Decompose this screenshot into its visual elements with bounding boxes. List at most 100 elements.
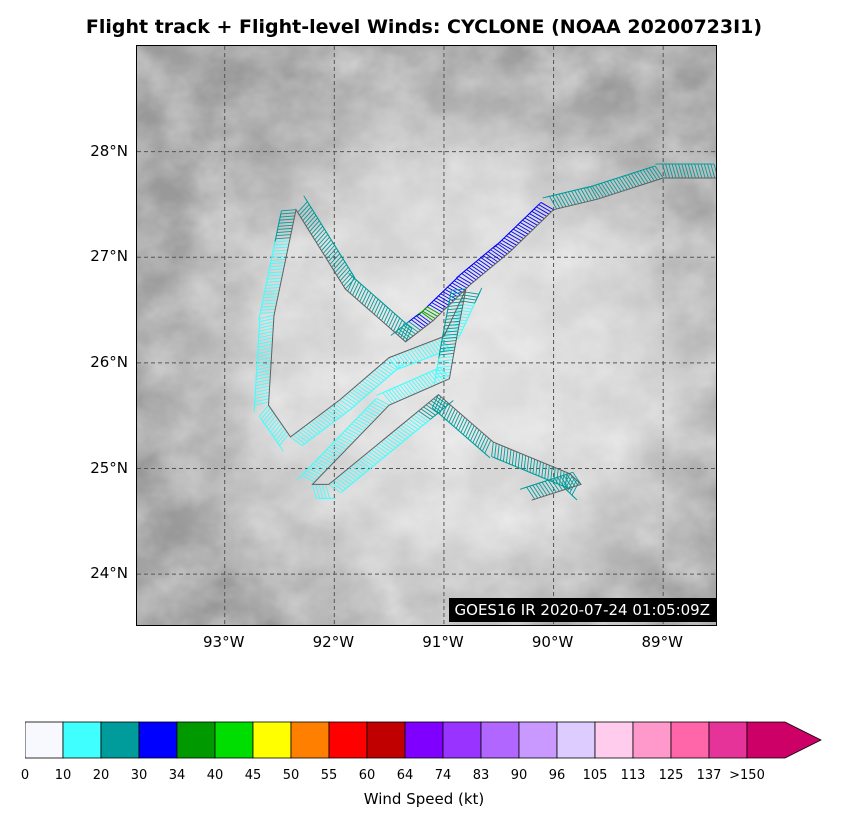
wind-barb xyxy=(280,212,296,215)
wind-barb xyxy=(535,483,545,497)
satellite-map[interactable] xyxy=(136,45,717,626)
wind-barb xyxy=(416,315,429,325)
colorbar-tick-label: 125 xyxy=(658,768,684,783)
wind-barb xyxy=(633,172,643,186)
wind-barb xyxy=(481,437,489,452)
wind-barb xyxy=(462,421,470,435)
wind-barb xyxy=(447,327,463,331)
colorbar-tick-label: 45 xyxy=(244,768,262,783)
colorbar-segment xyxy=(138,721,178,759)
wind-barb xyxy=(376,397,390,406)
wind-barb xyxy=(336,477,349,487)
wind-barb xyxy=(382,392,393,405)
wind-barb xyxy=(268,271,284,274)
colorbar-segment xyxy=(708,721,748,759)
colorbar-tick-label: 90 xyxy=(510,768,528,783)
colorbar-tick-label: 96 xyxy=(548,768,566,783)
wind-barb xyxy=(627,174,637,187)
colorbar-tick-label: 113 xyxy=(620,768,646,783)
wind-barb xyxy=(328,484,342,494)
wind-barb xyxy=(609,180,619,193)
wind-barb xyxy=(544,464,547,479)
wind-barb xyxy=(447,307,463,311)
wind-barb xyxy=(341,272,352,284)
wind-barb xyxy=(436,398,444,413)
wind-barb xyxy=(271,255,287,258)
wind-barb xyxy=(529,213,543,222)
wind-barb xyxy=(270,262,286,265)
wind-barb xyxy=(479,435,487,450)
wind-barb xyxy=(434,396,442,411)
wind-barb xyxy=(403,422,416,432)
wind-barb xyxy=(348,425,363,434)
wind-barb xyxy=(439,352,454,356)
wind-barb xyxy=(351,465,364,475)
wind-barb xyxy=(563,475,573,488)
lat-tick-label: 28°N xyxy=(90,141,128,160)
wind-barb xyxy=(265,286,280,289)
colorbar-segment xyxy=(214,721,254,759)
wind-barb xyxy=(273,426,284,438)
wind-barb xyxy=(529,457,533,473)
wind-barb xyxy=(333,258,344,271)
wind-barb xyxy=(562,471,565,486)
wind-barb xyxy=(400,324,408,338)
wind-barb xyxy=(668,163,674,179)
wind-barb xyxy=(300,206,312,219)
colorbar-segment xyxy=(252,721,292,759)
wind-barb xyxy=(433,299,447,308)
wind-barb xyxy=(269,420,280,433)
wind-barb xyxy=(326,449,340,457)
wind-barb xyxy=(480,257,494,267)
wind-barb xyxy=(441,340,457,343)
wind-barb xyxy=(393,387,404,400)
colorbar-tick-label: 30 xyxy=(130,768,148,783)
wind-barb xyxy=(431,394,439,408)
wind-barb xyxy=(339,399,353,409)
wind-barb xyxy=(615,178,625,191)
wind-barb xyxy=(564,192,573,206)
wind-barb xyxy=(470,427,477,442)
wind-barb xyxy=(448,408,456,423)
wind-barb xyxy=(495,245,508,255)
wind-barb xyxy=(438,356,454,359)
wind-barb xyxy=(343,471,357,481)
wind-barb-flag xyxy=(279,445,284,452)
wind-barb xyxy=(458,417,466,431)
wind-barb xyxy=(370,449,384,459)
wind-barb xyxy=(342,397,355,407)
wind-barb xyxy=(405,420,419,430)
wind-barb xyxy=(586,187,595,201)
wind-barb xyxy=(420,311,434,322)
colorbar-tick-label: 74 xyxy=(434,768,452,783)
wind-barb xyxy=(574,190,583,204)
wind-barb xyxy=(351,388,365,398)
colorbar-segment xyxy=(480,721,520,759)
wind-barb xyxy=(326,247,337,260)
wind-barb xyxy=(262,302,277,305)
wind-barb xyxy=(458,275,472,285)
wind-barb xyxy=(363,455,376,465)
wind-barb xyxy=(310,465,324,474)
wind-barb xyxy=(461,273,475,283)
wind-barb xyxy=(583,187,592,201)
colorbar-segment xyxy=(518,721,558,759)
wind-barb xyxy=(281,209,296,212)
wind-barb xyxy=(323,411,337,421)
wind-barb xyxy=(464,291,479,295)
wind-barb xyxy=(455,415,463,429)
wind-barb xyxy=(517,453,521,468)
wind-barb xyxy=(612,179,622,192)
wind-barb xyxy=(503,237,517,246)
wind-barb xyxy=(407,350,417,363)
wind-barb xyxy=(454,280,468,289)
wind-barb xyxy=(311,484,317,499)
wind-barb xyxy=(263,293,279,296)
colorbar-segment xyxy=(670,721,710,759)
wind-barb xyxy=(443,404,451,419)
wind-barb xyxy=(532,459,536,474)
wind-barb xyxy=(405,328,413,342)
wind-barb xyxy=(429,304,443,313)
wind-barb xyxy=(386,359,400,369)
wind-barb xyxy=(687,163,693,179)
